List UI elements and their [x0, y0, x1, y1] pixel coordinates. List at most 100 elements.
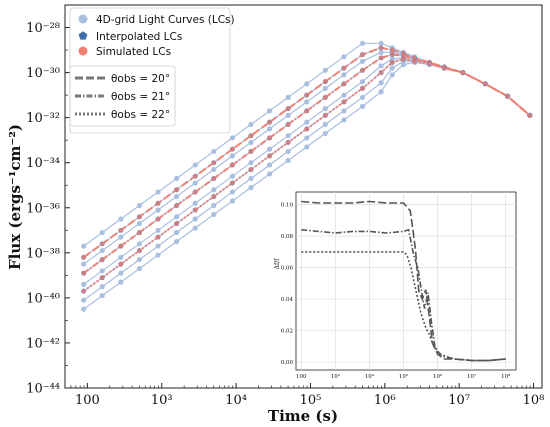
- simulated-lc-point: [401, 53, 406, 58]
- grid-lc-point: [248, 175, 254, 182]
- grid-lc-point: [378, 80, 384, 86]
- simulated-lc-point: [230, 162, 235, 168]
- grid-lc-point: [118, 279, 124, 285]
- y-tick-label: 10⁻²⁸: [26, 21, 60, 36]
- grid-lc-point: [341, 54, 347, 60]
- x-tick-label: 10⁶: [374, 393, 396, 408]
- grid-lc-point: [211, 166, 217, 173]
- simulated-lc-point: [360, 52, 365, 57]
- legend-simulated-marker: [78, 46, 88, 56]
- inset-plot-frame: [295, 191, 517, 371]
- grid-lc-point: [304, 135, 310, 141]
- grid-lc-point: [322, 121, 328, 128]
- grid-lc-point: [266, 108, 273, 114]
- grid-lc-point: [341, 108, 347, 114]
- legend-styles-box: [69, 65, 176, 127]
- y-tick-label: 10⁻⁴⁴: [26, 382, 60, 397]
- grid-lc-point: [192, 162, 198, 168]
- grid-lc-point: [322, 106, 328, 112]
- grid-lc-point: [211, 187, 217, 193]
- grid-lc-point: [285, 148, 291, 155]
- inset-x-tick-label: 10⁶: [433, 373, 443, 380]
- simulated-lc-point: [390, 60, 395, 65]
- simulated-lc-point: [360, 86, 365, 91]
- grid-lc-point: [322, 130, 328, 137]
- grid-lc-point: [99, 268, 105, 274]
- x-tick-label: 10⁸: [523, 393, 545, 408]
- grid-lc-point: [99, 229, 105, 236]
- simulated-lc-point: [505, 94, 510, 99]
- simulated-lc-point: [378, 45, 384, 51]
- grid-lc-point: [155, 189, 161, 195]
- simulated-lc-point: [304, 92, 309, 98]
- simulated-lc-point: [482, 81, 488, 87]
- grid-lc-point: [118, 270, 124, 276]
- simulated-lc-point: [527, 113, 533, 118]
- simulated-lc-point: [401, 56, 406, 62]
- grid-lc-point: [266, 162, 273, 168]
- simulated-lc-point: [304, 126, 309, 132]
- grid-lc-point: [155, 252, 161, 258]
- simulated-lc-point: [155, 216, 161, 222]
- grid-lc-point: [229, 135, 235, 141]
- grid-lc-point: [359, 58, 366, 64]
- grid-lc-point: [266, 171, 273, 177]
- grid-lc-point: [341, 92, 347, 98]
- simulated-lc-point: [211, 160, 216, 165]
- simulated-lc-point: [248, 167, 254, 172]
- simulated-lc-point: [248, 133, 254, 138]
- x-tick-label: 10⁴: [225, 393, 247, 408]
- simulated-lc-point: [360, 68, 365, 73]
- grid-lc-point: [211, 211, 217, 218]
- simulated-lc-point: [267, 153, 272, 159]
- grid-lc-point: [118, 234, 124, 240]
- inset-x-tick-label: 100: [296, 374, 307, 380]
- y-tick-label: 10⁻³⁰: [26, 66, 60, 81]
- grid-lc-point: [248, 160, 254, 166]
- grid-lc-point: [174, 238, 180, 245]
- legend-theta22-label: θobs = 22°: [111, 109, 170, 121]
- grid-lc-point: [174, 193, 180, 200]
- y-tick-label: 10⁻⁴⁰: [26, 291, 60, 306]
- simulated-lc-point: [341, 65, 347, 71]
- simulated-lc-point: [267, 135, 272, 141]
- simulated-lc-point: [193, 189, 198, 195]
- grid-lc-point: [174, 229, 180, 236]
- grid-lc-point: [378, 89, 384, 95]
- simulated-lc-point: [81, 255, 86, 260]
- inset-y-tick-label: 0.06: [281, 266, 294, 272]
- simulated-lc-point: [81, 288, 86, 294]
- grid-lc-point: [229, 153, 235, 159]
- grid-lc-point: [99, 293, 105, 299]
- simulated-lc-point: [304, 108, 309, 114]
- inset-y-axis-label: Δf/f: [274, 258, 281, 270]
- main-plot-markers: [81, 40, 533, 312]
- simulated-lc-point: [118, 243, 124, 249]
- simulated-lc-point: [412, 59, 417, 64]
- simulated-lc-point: [118, 261, 124, 267]
- grid-lc-point: [174, 214, 180, 220]
- grid-lc-point: [285, 157, 291, 164]
- grid-lc-point: [81, 261, 87, 267]
- simulated-lc-point: [174, 187, 179, 192]
- inset-grid: [296, 192, 516, 370]
- inset-y-tick-label: 0.02: [281, 329, 293, 335]
- y-tick-label: 10⁻⁴²: [26, 336, 60, 351]
- grid-lc-point: [192, 200, 198, 206]
- simulated-lc-point: [378, 70, 384, 75]
- grid-lc-point: [155, 243, 161, 249]
- grid-lc-point: [81, 306, 87, 312]
- simulated-lc-point: [137, 230, 142, 235]
- grid-lc-point: [229, 189, 235, 195]
- grid-lc-point: [248, 139, 254, 146]
- grid-lc-point: [266, 126, 273, 132]
- grid-lc-point: [389, 65, 395, 71]
- y-tick-label: 10⁻³²: [26, 111, 60, 126]
- simulated-lc-point: [230, 146, 235, 152]
- inset-x-tick-label: 10⁷: [467, 373, 477, 380]
- simulated-lc-point: [137, 214, 142, 219]
- simulated-lc-point: [323, 113, 328, 118]
- grid-lc-point: [136, 220, 143, 227]
- grid-lc-point: [118, 254, 124, 260]
